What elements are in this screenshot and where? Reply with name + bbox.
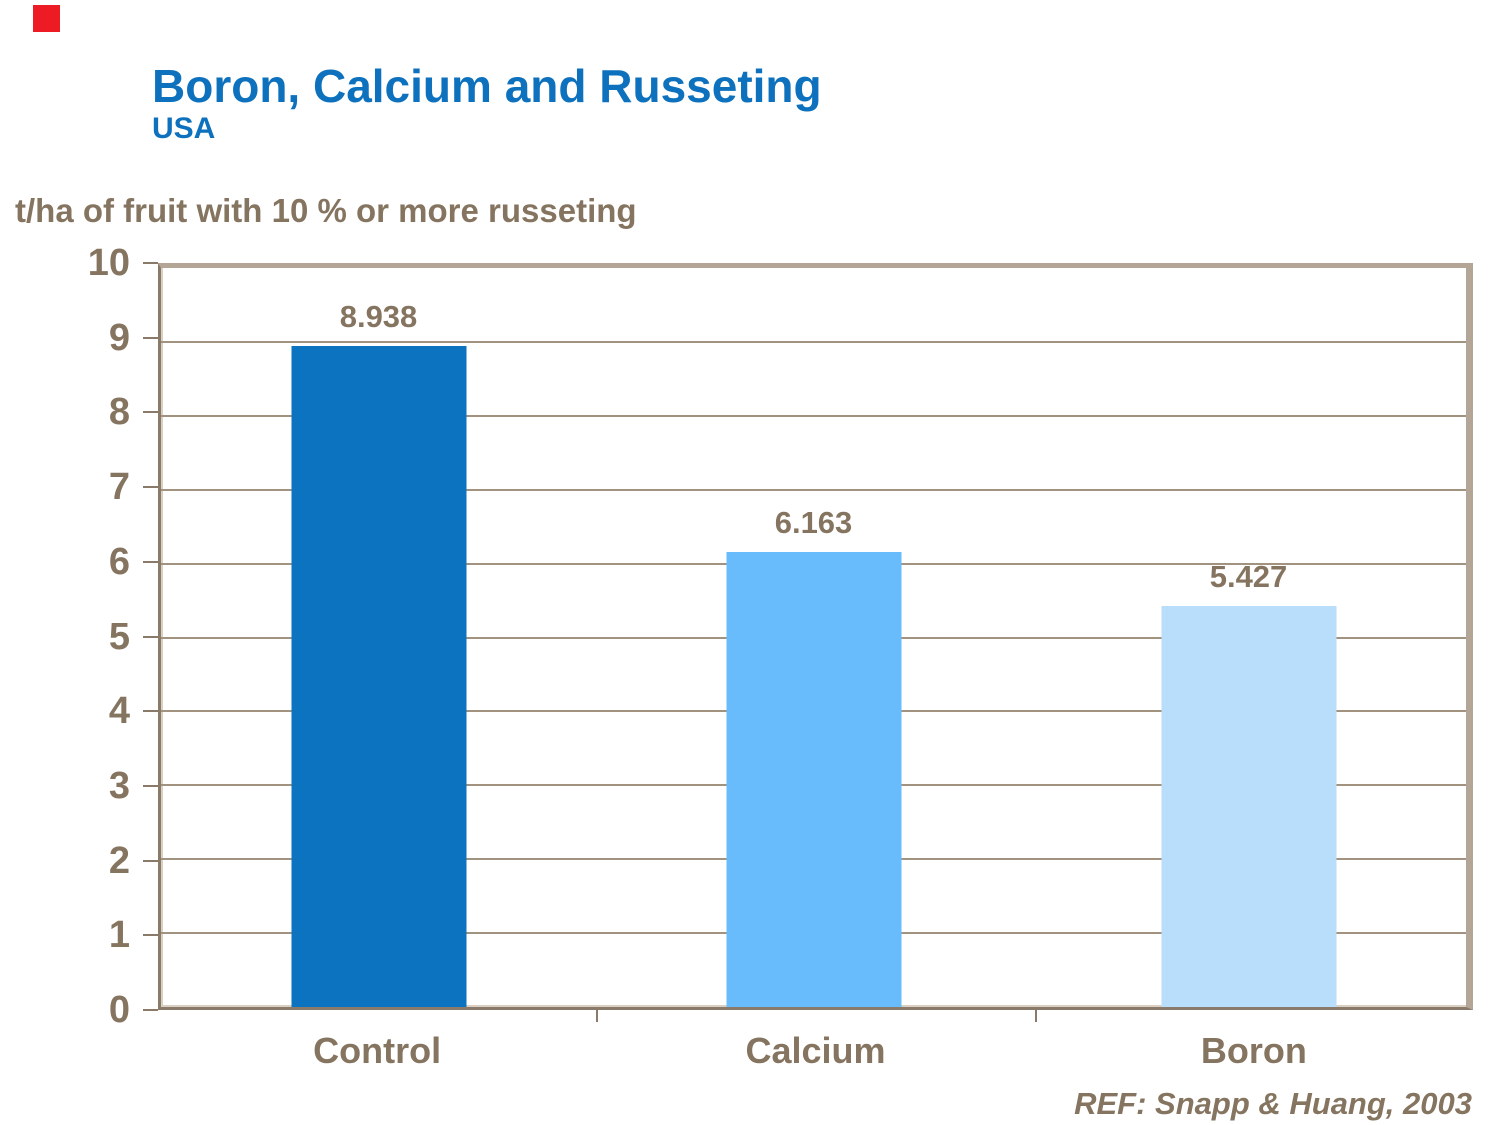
y-tick-label-5: 5 (108, 615, 130, 658)
bar-boron (1161, 605, 1336, 1007)
bar-value-label-boron: 5.427 (1209, 558, 1288, 594)
y-tick-label-4: 4 (108, 690, 130, 733)
y-tick-mark-3 (143, 784, 158, 787)
bar-control (291, 346, 466, 1007)
gridline-8 (161, 414, 1466, 417)
x-axis-label-calcium: Calcium (745, 1030, 886, 1071)
page-title: Boron, Calcium and Russeting (152, 60, 822, 112)
y-tick-label-6: 6 (108, 540, 130, 583)
y-tick-label-8: 8 (108, 391, 130, 434)
y-tick-label-7: 7 (108, 466, 130, 509)
y-tick-mark-9 (143, 336, 158, 339)
y-axis: 0 1 2 3 4 5 6 7 8 9 10 (0, 244, 158, 1029)
bar-calcium (726, 551, 901, 1007)
y-tick-label-9: 9 (108, 316, 130, 359)
x-tick-mark-2 (1034, 1010, 1037, 1022)
y-tick-mark-1 (143, 934, 158, 937)
page-subtitle: USA (152, 112, 216, 145)
x-axis-label-control: Control (313, 1030, 442, 1071)
y-tick-mark-7 (143, 486, 158, 489)
x-axis-labels: Control Calcium Boron (158, 1030, 1473, 1080)
y-tick-mark-8 (143, 411, 158, 414)
y-tick-label-0: 0 (108, 989, 130, 1031)
gridline-9 (161, 340, 1466, 343)
y-tick-mark-2 (143, 859, 158, 862)
bar-value-label-calcium: 6.163 (774, 504, 853, 540)
y-tick-label-1: 1 (108, 914, 130, 957)
y-tick-mark-6 (143, 560, 158, 563)
y-tick-mark-0 (143, 1009, 158, 1011)
gridline-7 (161, 488, 1466, 491)
red-square-logo-mark (33, 5, 60, 32)
y-tick-mark-5 (143, 635, 158, 638)
y-axis-title: t/ha of fruit with 10 % or more russetin… (15, 192, 637, 229)
x-tick-mark-1 (596, 1010, 599, 1022)
y-tick-mark-10 (143, 262, 158, 264)
y-tick-label-3: 3 (108, 764, 130, 807)
x-axis-label-boron: Boron (1200, 1030, 1307, 1071)
plot-area: 8.938 6.163 5.427 (158, 263, 1473, 1010)
y-tick-label-10: 10 (87, 242, 130, 284)
y-tick-mark-4 (143, 710, 158, 713)
y-tick-label-2: 2 (108, 839, 130, 882)
reference-citation: REF: Snapp & Huang, 2003 (1074, 1086, 1472, 1121)
bar-value-label-control: 8.938 (339, 299, 418, 335)
